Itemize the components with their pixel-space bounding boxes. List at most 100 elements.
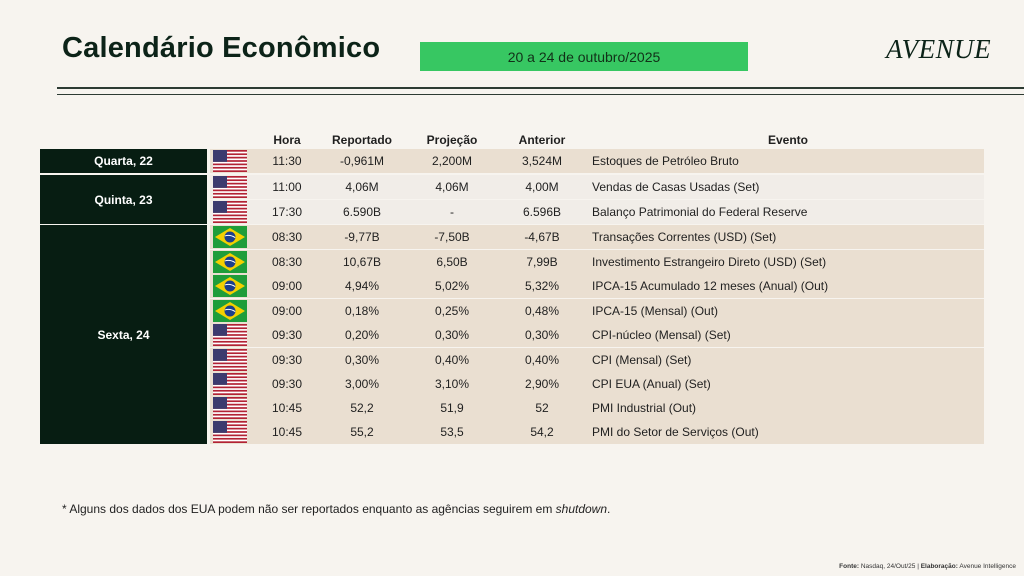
table-row: 11:00 4,06M 4,06M 4,00M Vendas de Casas Usad…: [210, 175, 984, 199]
cell-evento: Estoques de Petróleo Bruto: [592, 154, 739, 168]
br-flag-icon: [213, 251, 247, 273]
us-flag-icon: [213, 397, 247, 419]
cell-evento: Investimento Estrangeiro Direto (USD) (S…: [592, 255, 827, 269]
cell-evento: Transações Correntes (USD) (Set): [592, 230, 777, 244]
page-title: Calendário Econômico: [62, 32, 381, 64]
cell-evento: PMI do Setor de Serviços (Out): [592, 425, 759, 439]
cell-hora: 09:00: [271, 304, 303, 318]
footnote-suffix: .: [607, 502, 611, 516]
cell-projecao: 0,30%: [434, 328, 470, 342]
cell-reportado: 0,18%: [344, 304, 380, 318]
day-label-sexta: Sexta, 24: [40, 225, 207, 444]
cell-anterior: 0,30%: [524, 328, 560, 342]
cell-evento: PMI Industrial (Out): [592, 401, 697, 415]
elaboracao-value: Avenue Intelligence: [957, 563, 1016, 570]
table-row: 09:30 3,00% 3,10% 2,90% CPI EUA (Anual) (Set…: [210, 372, 984, 396]
us-flag-icon: [213, 201, 247, 223]
cell-evento: CPI-núcleo (Mensal) (Set): [592, 328, 731, 342]
cell-anterior: -4,67B: [524, 230, 560, 244]
us-flag-icon: [213, 421, 247, 443]
table-row: 09:30 0,20% 0,30% 0,30% CPI-núcleo (Mensal) …: [210, 323, 984, 347]
cell-projecao: 5,02%: [434, 279, 470, 293]
table-row: 09:00 4,94% 5,02% 5,32% IPCA-15 Acumulado 12…: [210, 274, 984, 298]
br-flag-icon: [213, 275, 247, 297]
cell-hora: 11:30: [272, 154, 302, 168]
table-row: 09:30 0,30% 0,40% 0,40% CPI (Mensal) (Set): [210, 348, 984, 372]
column-header-projecao: Projeção: [426, 133, 478, 147]
footnote-text: * Alguns dos dados dos EUA podem não ser…: [62, 502, 556, 516]
avenue-logo: AVENUE: [886, 34, 992, 64]
cell-evento: IPCA-15 Acumulado 12 meses (Anual) (Out): [592, 279, 829, 293]
divider-bottom: [57, 94, 1024, 95]
source-value: Nasdaq, 24/Out/25 |: [859, 563, 921, 570]
table-row: 09:00 0,18% 0,25% 0,48% IPCA-15 (Mensal) (Ou…: [210, 299, 984, 323]
us-flag-icon: [213, 176, 247, 198]
cell-anterior: 0,40%: [524, 353, 560, 367]
cell-evento: CPI EUA (Anual) (Set): [592, 377, 711, 391]
cell-projecao: -7,50B: [434, 230, 470, 244]
cell-evento: CPI (Mensal) (Set): [592, 353, 692, 367]
day-label-quinta: Quinta, 23: [40, 175, 207, 224]
cell-reportado: 10,67B: [342, 255, 382, 269]
br-flag-icon: [213, 300, 247, 322]
cell-projecao: 53,5: [440, 425, 464, 439]
cell-reportado: 3,00%: [344, 377, 380, 391]
cell-hora: 17:30: [271, 205, 303, 219]
footnote: * Alguns dos dados dos EUA podem não ser…: [62, 502, 610, 516]
cell-anterior: 4,00M: [525, 180, 559, 194]
br-flag-icon: [213, 226, 247, 248]
divider-top: [57, 87, 1024, 89]
cell-anterior: 2,90%: [524, 377, 560, 391]
column-header-reportado: Reportado: [332, 133, 392, 147]
table-row: 11:30 -0,961M 2,200M 3,524M Estoques de Petr…: [210, 149, 984, 173]
cell-anterior: 3,524M: [521, 154, 563, 168]
cell-anterior: 0,48%: [524, 304, 560, 318]
us-flag-icon: [213, 373, 247, 395]
cell-hora: 09:00: [271, 279, 303, 293]
cell-projecao: 0,25%: [434, 304, 470, 318]
cell-anterior: 54,2: [530, 425, 554, 439]
cell-projecao: 6,50B: [436, 255, 468, 269]
cell-reportado: 0,20%: [344, 328, 380, 342]
cell-reportado: 4,94%: [344, 279, 380, 293]
cell-evento: Vendas de Casas Usadas (Set): [592, 180, 760, 194]
cell-anterior: 52: [535, 401, 549, 415]
table-row: 08:30 10,67B 6,50B 7,99B Investimento Estran…: [210, 250, 984, 274]
cell-evento: Balanço Patrimonial do Federal Reserve: [592, 205, 808, 219]
cell-hora: 11:00: [272, 180, 302, 194]
cell-hora: 09:30: [271, 377, 303, 391]
cell-reportado: 4,06M: [345, 180, 379, 194]
table-row: 10:45 52,2 51,9 52 PMI Industrial (Out): [210, 396, 984, 420]
us-flag-icon: [213, 150, 247, 172]
source-credit: Fonte: Nasdaq, 24/Out/25 | Elaboração: A…: [839, 563, 1016, 570]
cell-projecao: 51,9: [440, 401, 464, 415]
cell-evento: IPCA-15 (Mensal) (Out): [592, 304, 719, 318]
cell-hora: 10:45: [271, 425, 303, 439]
table-row: 10:45 55,2 53,5 54,2 PMI do Setor de Serviço…: [210, 420, 984, 444]
cell-hora: 08:30: [271, 230, 303, 244]
cell-reportado: 52,2: [350, 401, 374, 415]
cell-hora: 08:30: [271, 255, 303, 269]
cell-anterior: 6.596B: [522, 205, 562, 219]
date-range-badge: 20 a 24 de outubro/2025: [420, 42, 748, 71]
economic-calendar-table: Hora Reportado Projeção Anterior Evento …: [40, 128, 984, 444]
cell-hora: 09:30: [271, 328, 303, 342]
source-label: Fonte:: [839, 563, 860, 570]
cell-projecao: 0,40%: [434, 353, 470, 367]
elaboracao-label: Elaboração:: [920, 563, 958, 570]
cell-reportado: -0,961M: [339, 154, 385, 168]
us-flag-icon: [213, 349, 247, 371]
cell-reportado: 55,2: [350, 425, 374, 439]
column-header-anterior: Anterior: [518, 133, 566, 147]
table-row: 17:30 6.590B - 6.596B Balanço Patrimonial do…: [210, 200, 984, 224]
column-header-evento: Evento: [767, 133, 808, 147]
cell-hora: 09:30: [271, 353, 303, 367]
column-header-hora: Hora: [273, 133, 301, 147]
cell-projecao: 3,10%: [434, 377, 470, 391]
cell-reportado: 0,30%: [344, 353, 380, 367]
cell-projecao: 4,06M: [435, 180, 469, 194]
cell-reportado: -9,77B: [344, 230, 380, 244]
us-flag-icon: [213, 324, 247, 346]
day-label-quarta: Quarta, 22: [40, 149, 207, 173]
cell-projecao: -: [450, 205, 454, 219]
